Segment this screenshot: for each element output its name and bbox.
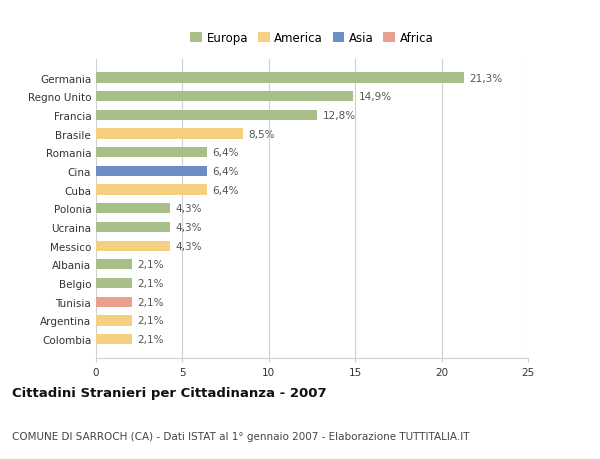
Bar [96,167,206,177]
Text: 12,8%: 12,8% [322,111,355,121]
Text: 2,1%: 2,1% [137,279,164,288]
Legend: Europa, America, Asia, Africa: Europa, America, Asia, Africa [188,30,436,47]
Text: 6,4%: 6,4% [212,148,238,158]
Text: Cittadini Stranieri per Cittadinanza - 2007: Cittadini Stranieri per Cittadinanza - 2… [12,386,326,399]
Text: 21,3%: 21,3% [469,73,502,84]
Text: 14,9%: 14,9% [359,92,392,102]
Text: COMUNE DI SARROCH (CA) - Dati ISTAT al 1° gennaio 2007 - Elaborazione TUTTITALIA: COMUNE DI SARROCH (CA) - Dati ISTAT al 1… [12,431,470,441]
Bar [96,316,132,326]
Text: 6,4%: 6,4% [212,167,238,177]
Text: 2,1%: 2,1% [137,316,164,326]
Text: 4,3%: 4,3% [175,204,202,214]
Bar [96,334,132,344]
Text: 2,1%: 2,1% [137,297,164,307]
Bar [96,241,170,251]
Bar [96,222,170,233]
Bar [96,92,353,102]
Bar [96,111,317,121]
Text: 6,4%: 6,4% [212,185,238,195]
Bar [96,297,132,307]
Bar [96,260,132,270]
Text: 8,5%: 8,5% [248,129,275,139]
Bar [96,204,170,214]
Text: 2,1%: 2,1% [137,334,164,344]
Text: 2,1%: 2,1% [137,260,164,270]
Text: 4,3%: 4,3% [175,241,202,251]
Bar [96,148,206,158]
Bar [96,185,206,196]
Bar [96,73,464,84]
Text: 4,3%: 4,3% [175,223,202,232]
Bar [96,129,243,140]
Bar [96,278,132,289]
